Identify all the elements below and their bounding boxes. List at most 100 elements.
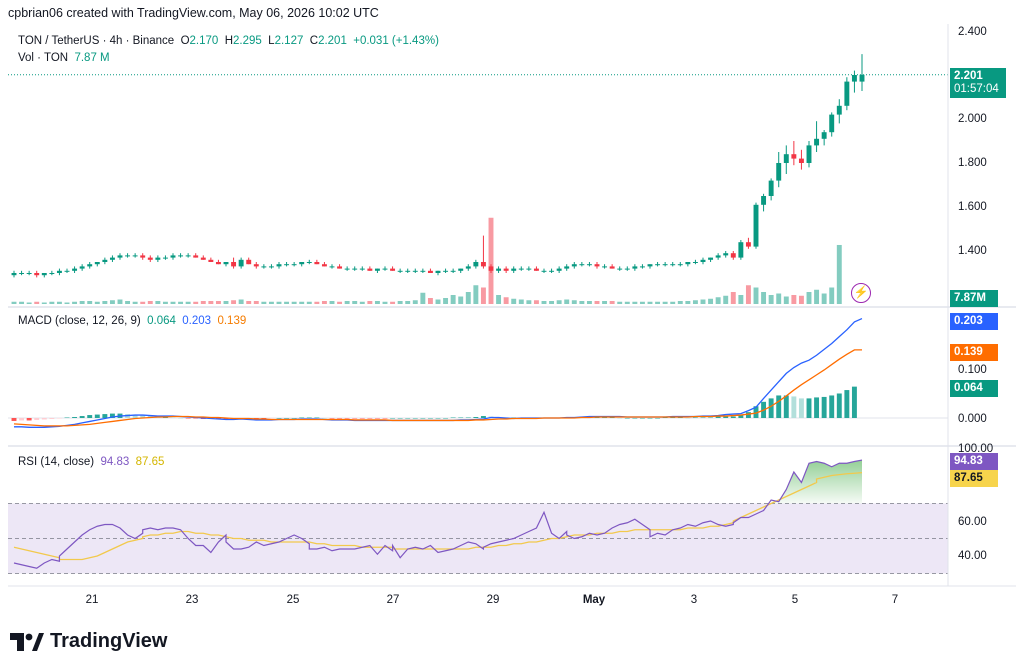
signal-tag: 0.139: [950, 344, 998, 361]
candle: [64, 268, 70, 273]
candle: [268, 264, 274, 269]
price-tag: 2.201 01:57:04: [950, 68, 1006, 98]
macd-label: MACD (close, 12, 26, 9): [18, 315, 141, 327]
macd-hist-bar: [730, 416, 736, 418]
macd-hist-bar: [56, 418, 62, 419]
candle: [609, 264, 615, 269]
candle: [72, 266, 78, 273]
candle: [662, 262, 668, 267]
macd-hist-bar: [329, 418, 335, 419]
macd-hist-bar: [821, 396, 827, 418]
candles: [11, 54, 865, 278]
volume-bar: [56, 301, 62, 304]
candle: [11, 270, 17, 278]
volume-bar: [284, 301, 290, 304]
tradingview-logo[interactable]: TradingView: [10, 630, 167, 653]
candle-body: [79, 266, 85, 269]
candle: [56, 268, 62, 276]
macd-signal-value: 0.139: [217, 315, 247, 327]
lightning-icon[interactable]: ⚡: [851, 283, 871, 303]
x-tick-may: May: [582, 594, 606, 606]
candle-body: [231, 262, 237, 267]
candle-body: [798, 158, 804, 163]
volume-bar: [420, 292, 426, 304]
candle: [125, 253, 131, 258]
volume-bar: [34, 301, 40, 304]
candle-body: [72, 268, 78, 271]
candle-body: [556, 268, 562, 271]
candle-body: [533, 268, 539, 271]
candle: [602, 264, 608, 269]
rsi-tick-100: 100.00: [958, 443, 994, 455]
candle: [617, 266, 623, 271]
volume-bar: [299, 301, 305, 304]
candle-body: [162, 257, 168, 259]
volume-bar: [465, 292, 471, 304]
rsi-pane: [8, 459, 948, 574]
candle-body: [662, 264, 668, 266]
candle-body: [405, 270, 411, 272]
macd-hist-bar: [783, 395, 789, 418]
macd-hist-bar: [109, 413, 115, 418]
candle-body: [435, 270, 441, 273]
volume-tag: 7.87M: [950, 290, 998, 307]
macd-hist-bar: [276, 418, 282, 419]
candle-body: [738, 242, 744, 258]
candle-body: [518, 268, 524, 270]
candle: [556, 266, 562, 273]
macd-hist-bar: [594, 417, 600, 419]
macd-hist-bar: [94, 414, 100, 418]
volume-bar: [450, 295, 456, 304]
volume-legend: Vol · TON 7.87 M: [18, 52, 110, 64]
candle-body: [579, 264, 585, 266]
candle-body: [420, 270, 426, 272]
candle: [715, 253, 721, 260]
candle-body: [109, 257, 115, 260]
volume-bar: [579, 301, 585, 304]
candle-body: [64, 270, 70, 272]
candle-body: [291, 264, 297, 266]
volume-bar: [352, 301, 358, 304]
candle-body: [450, 270, 456, 272]
macd-hist-bar: [11, 418, 17, 421]
candle-body: [26, 273, 32, 274]
macd-hist-bar: [193, 418, 199, 419]
candle-body: [723, 253, 729, 256]
volume-bar: [170, 301, 176, 304]
candle-body: [609, 266, 615, 269]
candle: [291, 262, 297, 267]
candle: [692, 259, 698, 265]
candle-body: [571, 264, 577, 267]
candle: [708, 257, 714, 262]
candle-body: [193, 255, 199, 258]
macd-hist-bar: [798, 398, 804, 418]
candle: [844, 77, 850, 111]
macd-hist-bar: [670, 417, 676, 419]
candle: [147, 255, 153, 262]
tv-logo-icon: [10, 632, 44, 651]
volume-bar: [829, 287, 835, 304]
candle: [571, 262, 577, 269]
macd-hist-bar: [602, 417, 608, 419]
volume-bar: [291, 301, 297, 304]
volume-bar: [730, 292, 736, 304]
macd-hist-bar: [768, 398, 774, 418]
candle: [102, 257, 108, 265]
candle: [405, 268, 411, 273]
candle: [314, 259, 320, 265]
volume-bar: [791, 295, 797, 304]
candle-body: [329, 266, 335, 268]
volume-bar: [670, 301, 676, 304]
candle: [329, 264, 335, 269]
volume-bar: [178, 301, 184, 304]
candle-body: [700, 259, 706, 262]
rsi-value: 94.83: [100, 456, 130, 468]
macd-hist-bar: [49, 418, 55, 419]
candle-body: [284, 264, 290, 266]
volume-bar: [321, 301, 327, 304]
macd-hist-bar: [753, 406, 759, 418]
volume-bar: [367, 301, 373, 304]
candle-body: [11, 273, 17, 276]
candle-body: [564, 266, 570, 269]
